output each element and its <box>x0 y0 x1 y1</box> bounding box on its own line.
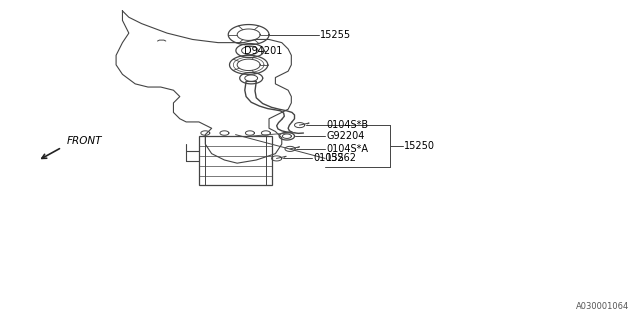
Text: G92204: G92204 <box>326 131 365 141</box>
Text: 0104S*A: 0104S*A <box>326 144 369 154</box>
Text: FRONT: FRONT <box>67 136 102 146</box>
Text: 15250: 15250 <box>404 141 435 151</box>
Text: 0104S*B: 0104S*B <box>326 120 369 130</box>
Text: 15262: 15262 <box>326 153 357 164</box>
Text: 0103S: 0103S <box>314 153 344 164</box>
Bar <box>199 136 272 185</box>
Text: 15255: 15255 <box>320 30 351 40</box>
Text: D94201: D94201 <box>244 45 282 56</box>
Text: A030001064: A030001064 <box>576 302 629 311</box>
